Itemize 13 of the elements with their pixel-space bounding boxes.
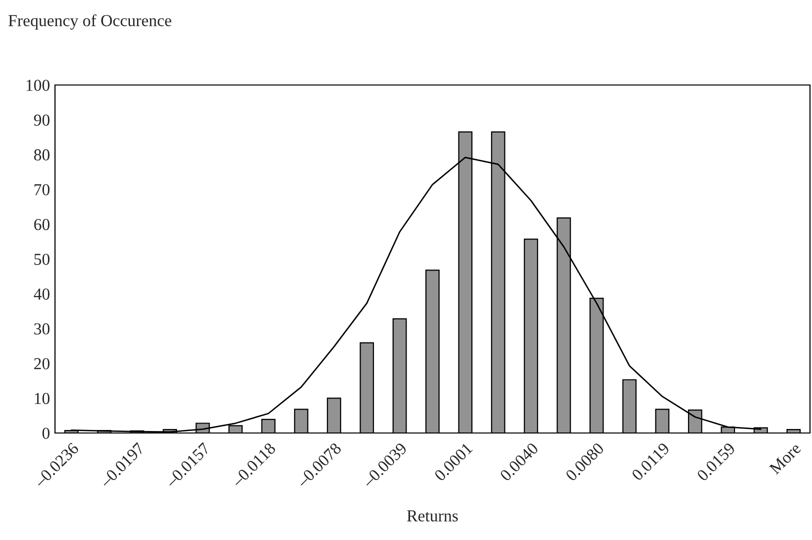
y-tick-label: 40 (34, 288, 50, 300)
y-tick-label: 70 (34, 184, 50, 196)
y-tick-label: 100 (26, 80, 50, 91)
y-tick-label: 20 (34, 358, 50, 370)
y-tick-label: 10 (34, 392, 50, 404)
y-tick-label: 30 (34, 323, 50, 335)
y-tick-label: 60 (34, 218, 50, 230)
x-axis-title: Returns (407, 510, 458, 522)
y-axis-title: Frequency of Occurence (8, 14, 172, 30)
y-tick-label: 0 (42, 428, 50, 439)
y-tick-label: 80 (34, 149, 50, 161)
y-tick-label: 90 (34, 114, 50, 126)
y-tick-label: 50 (34, 254, 50, 265)
